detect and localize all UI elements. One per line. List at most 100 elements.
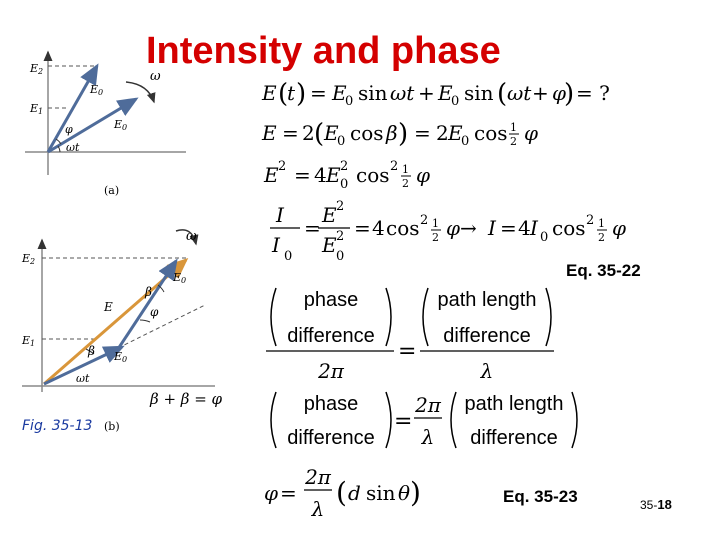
slide-title: Intensity and phase xyxy=(146,30,501,72)
svg-text:2: 2 xyxy=(302,121,315,145)
svg-text:λ: λ xyxy=(480,359,494,383)
svg-text:2: 2 xyxy=(390,159,398,174)
svg-text:β: β xyxy=(144,285,152,299)
difference-word-4: difference xyxy=(470,427,557,449)
svg-text:ωt: ωt xyxy=(390,81,415,105)
svg-text:2: 2 xyxy=(336,199,344,214)
svg-text:φ: φ xyxy=(416,163,430,187)
svg-text:t: t xyxy=(287,81,296,105)
equation-squared-amplitude: E 2 = 4 E 2 0 cos 2 1 2 φ xyxy=(263,159,430,192)
svg-text:cos: cos xyxy=(474,121,508,145)
svg-text:(: ( xyxy=(497,79,507,109)
svg-text:(: ( xyxy=(278,79,288,109)
phase-word-1: phase xyxy=(304,289,359,311)
svg-text:I: I xyxy=(271,233,281,257)
svg-text:E: E xyxy=(321,203,337,227)
svg-text:=: = xyxy=(310,81,327,105)
equation-phase-geometry: φ = 2π λ ( d sin θ ) xyxy=(264,465,421,521)
svg-text:0: 0 xyxy=(336,249,344,264)
svg-text:E: E xyxy=(103,300,113,314)
svg-text:ωt: ωt xyxy=(507,81,532,105)
svg-text:E1: E1 xyxy=(29,102,43,116)
svg-text:E: E xyxy=(323,121,339,145)
svg-text:E: E xyxy=(437,81,453,105)
svg-text:+: + xyxy=(532,81,549,105)
svg-text:I: I xyxy=(487,216,497,240)
svg-text:E: E xyxy=(325,163,341,187)
svg-text:=: = xyxy=(280,481,297,505)
svg-text:sin: sin xyxy=(358,81,388,105)
difference-word-1: difference xyxy=(287,325,374,347)
svg-text:E2: E2 xyxy=(21,252,35,266)
svg-text:2: 2 xyxy=(432,231,439,244)
svg-text:+: + xyxy=(418,81,435,105)
svg-text:): ) xyxy=(564,79,574,109)
svg-text:E0: E0 xyxy=(113,118,127,132)
svg-text:=: = xyxy=(414,121,431,145)
equation-phase-difference: phase difference = 2π λ path length diff… xyxy=(270,391,578,449)
svg-text:cos: cos xyxy=(350,121,384,145)
svg-text:E: E xyxy=(331,81,347,105)
svg-text:E: E xyxy=(263,163,279,187)
slide-number-prefix: 35- xyxy=(640,498,658,512)
svg-text:cos: cos xyxy=(356,163,390,187)
svg-text:E0: E0 xyxy=(113,350,127,364)
svg-text:2: 2 xyxy=(510,135,517,148)
svg-text:0: 0 xyxy=(345,94,353,109)
phase-word-2: phase xyxy=(304,393,359,415)
svg-text:0: 0 xyxy=(540,230,548,245)
svg-text:=: = xyxy=(304,216,321,240)
svg-text:=: = xyxy=(398,339,416,364)
svg-text:E1: E1 xyxy=(21,334,35,348)
svg-text:φ: φ xyxy=(524,121,538,145)
svg-text:2: 2 xyxy=(436,121,449,145)
svg-text:E0: E0 xyxy=(172,271,186,285)
svg-text:E: E xyxy=(447,121,463,145)
svg-text:1: 1 xyxy=(510,121,517,134)
svg-text:0: 0 xyxy=(451,94,459,109)
svg-text:2: 2 xyxy=(340,159,348,174)
svg-text:φ: φ xyxy=(446,216,460,240)
svg-text:2π: 2π xyxy=(317,359,345,383)
caption-a: (a) xyxy=(104,184,119,197)
svg-text:2: 2 xyxy=(402,177,409,190)
svg-text:E2: E2 xyxy=(29,62,43,76)
svg-text:cos: cos xyxy=(386,216,420,240)
phi-label-a: φ xyxy=(65,123,73,136)
path-length-word-1: path length xyxy=(438,289,537,311)
svg-text:0: 0 xyxy=(337,134,345,149)
svg-text:0: 0 xyxy=(461,134,469,149)
svg-text:β: β xyxy=(385,121,398,145)
svg-text:λ: λ xyxy=(421,425,435,449)
svg-text:β: β xyxy=(87,344,95,358)
svg-text:1: 1 xyxy=(402,163,409,176)
equation-intensity: I I 0 = E 2 E 2 0 = 4 cos 2 1 2 φ → I = … xyxy=(270,199,626,264)
svg-text:2: 2 xyxy=(420,213,428,228)
svg-text:E: E xyxy=(321,233,337,257)
svg-text:ω: ω xyxy=(150,69,161,84)
svg-text:d: d xyxy=(348,481,361,505)
svg-text:λ: λ xyxy=(311,497,325,521)
svg-text:1: 1 xyxy=(598,217,605,230)
svg-text:cos: cos xyxy=(552,216,586,240)
svg-text:4: 4 xyxy=(518,216,531,240)
svg-text:θ: θ xyxy=(398,481,410,505)
svg-text:): ) xyxy=(398,119,408,149)
path-length-word-2: path length xyxy=(465,393,564,415)
eq-label-35-23: Eq. 35-23 xyxy=(503,487,578,506)
svg-text:sin: sin xyxy=(464,81,494,105)
svg-text:): ) xyxy=(296,79,306,109)
svg-text:φ: φ xyxy=(612,216,626,240)
svg-text:ωt: ωt xyxy=(76,372,90,385)
svg-text:sin: sin xyxy=(366,481,396,505)
svg-text:(: ( xyxy=(314,119,324,149)
caption-b: (b) xyxy=(104,420,120,433)
figure-label: Fig. 35-13 xyxy=(22,418,93,434)
svg-text:E: E xyxy=(261,81,277,105)
svg-text:I: I xyxy=(275,203,285,227)
phasor-diagram-b: E2 E1 E E0 E0 β β φ ωt ω β + β = φ (b) xyxy=(21,229,223,433)
svg-text:=: = xyxy=(294,163,311,187)
svg-text:2: 2 xyxy=(586,213,594,228)
svg-text:ω: ω xyxy=(186,229,197,244)
svg-text:→: → xyxy=(460,216,477,240)
